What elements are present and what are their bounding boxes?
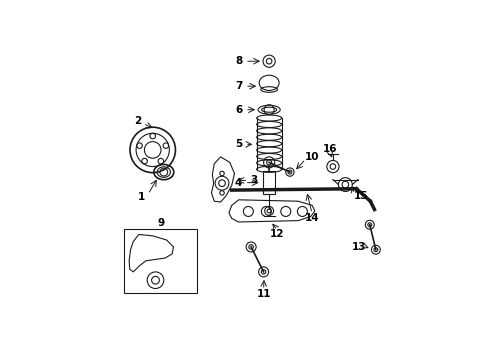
Text: 9: 9 xyxy=(157,219,165,228)
Text: 11: 11 xyxy=(256,289,271,299)
Text: 12: 12 xyxy=(270,229,285,239)
Text: 13: 13 xyxy=(352,242,367,252)
Bar xyxy=(123,229,197,293)
Text: 14: 14 xyxy=(305,213,319,223)
Text: 10: 10 xyxy=(305,152,319,162)
Text: 8: 8 xyxy=(235,56,242,66)
Text: 6: 6 xyxy=(235,105,242,115)
Text: 4: 4 xyxy=(234,177,242,188)
Text: 16: 16 xyxy=(323,144,338,153)
Text: 1: 1 xyxy=(138,192,145,202)
Text: 3: 3 xyxy=(250,175,258,185)
Text: 2: 2 xyxy=(134,116,141,126)
Text: 15: 15 xyxy=(353,191,368,201)
Text: 7: 7 xyxy=(235,81,243,91)
Bar xyxy=(263,171,275,194)
Text: 5: 5 xyxy=(235,139,242,149)
